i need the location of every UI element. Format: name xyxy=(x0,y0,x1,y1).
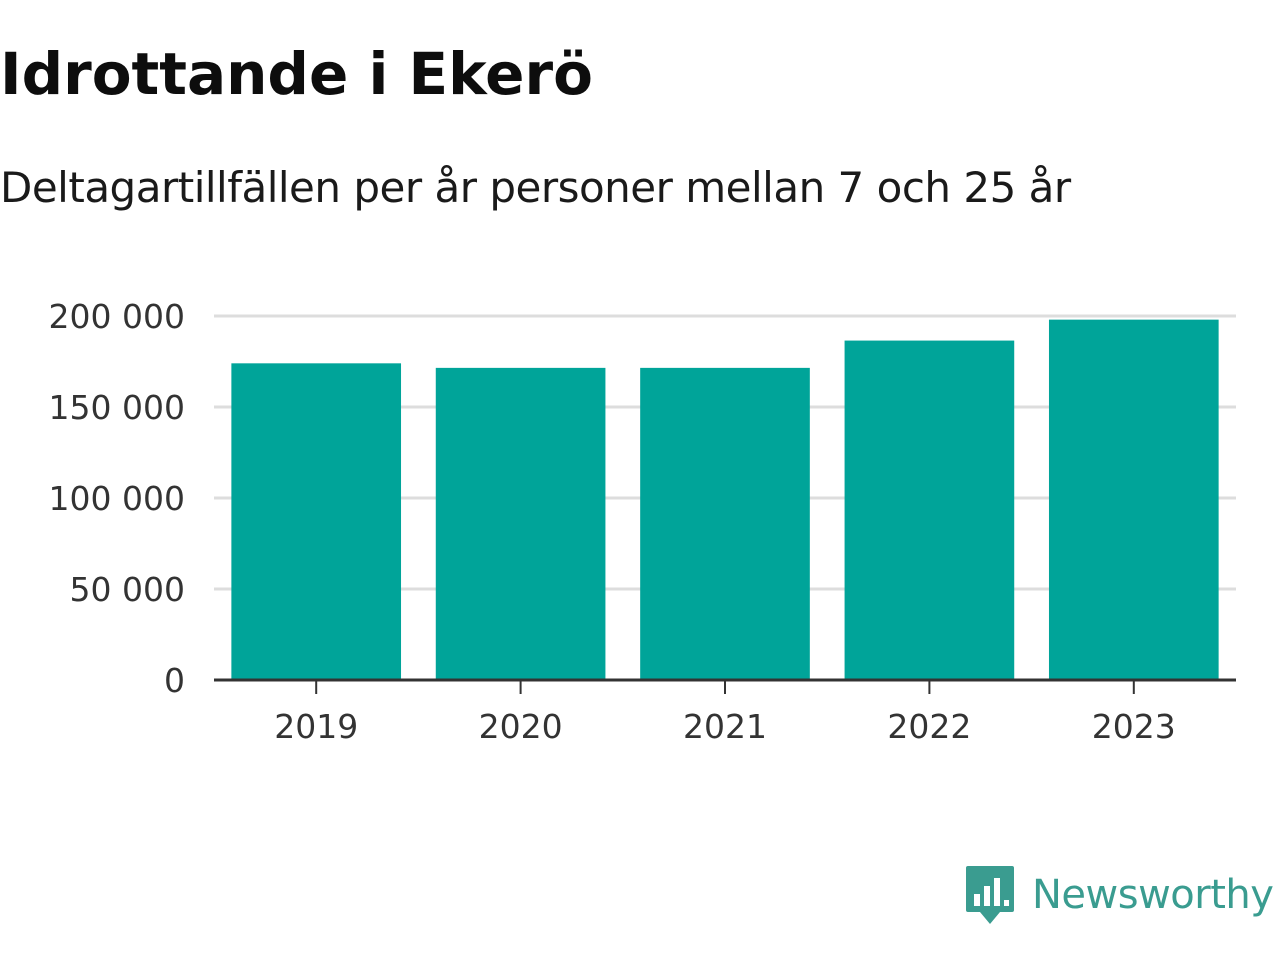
x-tick-label: 2023 xyxy=(1092,707,1176,746)
bar-2022 xyxy=(844,340,1015,680)
chart-title: Idrottande i Ekerö xyxy=(0,40,593,108)
bars xyxy=(231,319,1219,680)
y-tick-label: 50 000 xyxy=(70,570,185,609)
brand-logo: Newsworthy xyxy=(964,864,1274,926)
y-tick-label: 200 000 xyxy=(49,297,185,336)
y-tick-label: 100 000 xyxy=(49,479,185,518)
y-tick-label: 150 000 xyxy=(49,388,185,427)
x-tick-label: 2021 xyxy=(683,707,767,746)
newsworthy-logo-icon xyxy=(966,866,1014,924)
chart-subtitle: Deltagartillfällen per år personer mella… xyxy=(0,163,1071,212)
x-tick-label: 2020 xyxy=(479,707,563,746)
bar-2020 xyxy=(435,367,606,680)
x-tick-label: 2019 xyxy=(274,707,358,746)
axes xyxy=(214,678,1236,694)
bar-2019 xyxy=(231,363,402,680)
bar-2021 xyxy=(640,367,810,680)
tick-labels: 0 50 000 100 000 150 000 200 000 2019 2020 2021… xyxy=(49,297,1176,746)
bar-2023 xyxy=(1048,319,1219,680)
brand-name: Newsworthy xyxy=(1032,872,1274,918)
bar-chart: 0 50 000 100 000 150 000 200 000 2019 2020 2021… xyxy=(49,297,1236,746)
x-tick-label: 2022 xyxy=(887,707,971,746)
y-tick-label: 0 xyxy=(164,661,185,700)
